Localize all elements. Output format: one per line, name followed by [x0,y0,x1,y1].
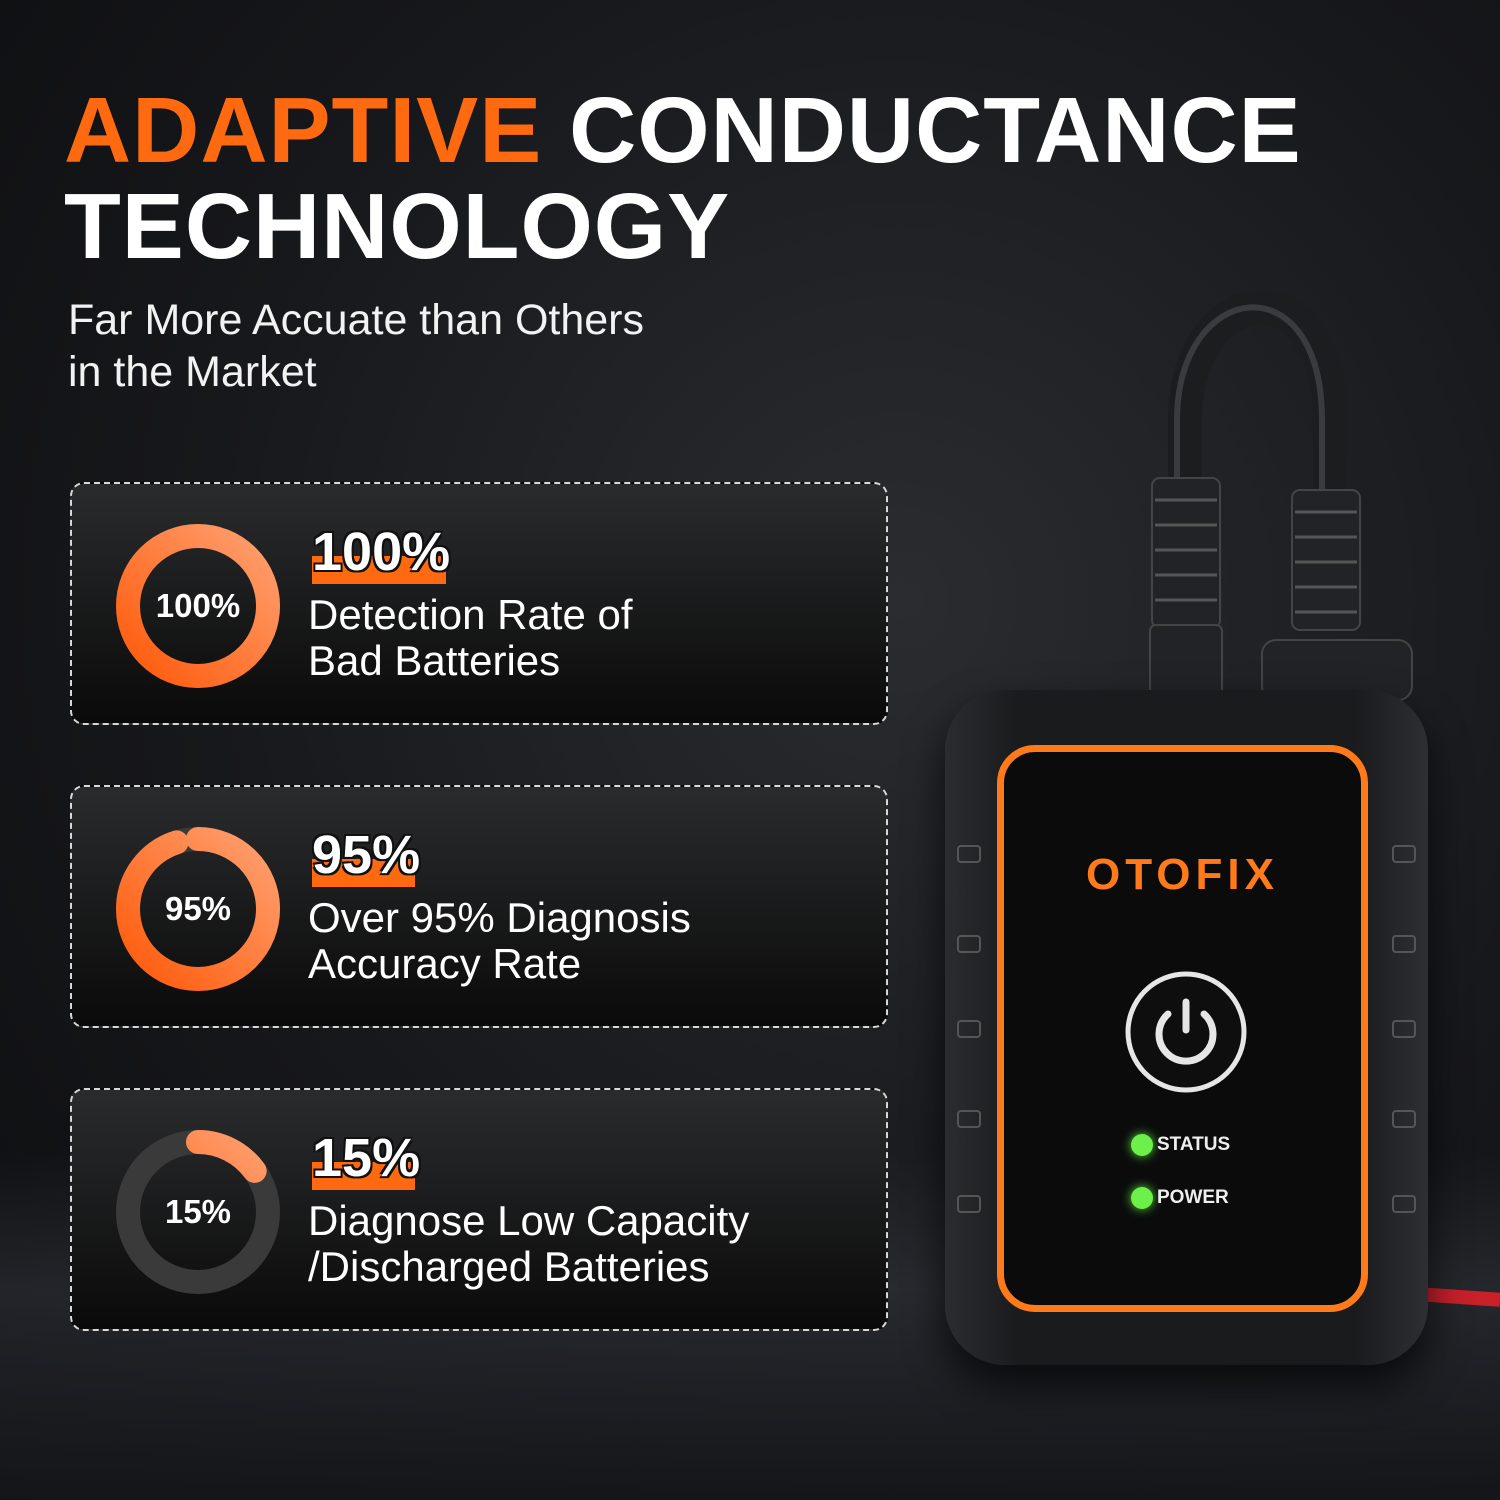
stat-card: 100% 100% Detection Rate of Bad Batterie… [70,482,888,725]
stat-description-line2: Accuracy Rate [308,940,582,987]
stat-description-line2: /Discharged Batteries [308,1243,710,1290]
ring-label: 100% [155,587,241,624]
stat-value: 15% [312,1128,421,1188]
stat-card: 15% 15% Diagnose Low Capacity /Discharge… [70,1088,888,1331]
status-led-icon [1131,1134,1153,1156]
progress-ring [116,827,280,991]
cable-illustration [1149,290,1413,701]
progress-ring [116,1130,280,1294]
ring-fill [116,1130,280,1294]
stat-description: Detection Rate of Bad Batteries [308,592,633,684]
stat-description-line1: Diagnose Low Capacity [308,1197,750,1244]
subtitle: Far More Accuate than Others in the Mark… [68,294,644,398]
stat-value: 95% [312,825,421,885]
power-icon[interactable] [1124,970,1248,1094]
stat-description-line1: Detection Rate of [308,591,633,638]
stat-card: 95% 95% Over 95% Diagnosis Accuracy Rate [70,785,888,1028]
subtitle-line1: Far More Accuate than Others [68,296,644,344]
value-highlight-bar [312,859,415,887]
stat-value: 100% [312,522,451,582]
headline-line2: TECHNOLOGY [64,174,731,278]
headline-line1-rest: CONDUCTANCE [569,78,1302,182]
value-highlight-bar [312,1162,415,1190]
power-label: POWER [1157,1187,1229,1208]
stat-description: Over 95% Diagnosis Accuracy Rate [308,895,691,987]
headline: ADAPTIVE CONDUCTANCE TECHNOLOGY [64,82,1302,274]
ring-fill [116,827,280,991]
brand-logo: OTOFIX [1086,850,1279,899]
stat-description: Diagnose Low Capacity /Discharged Batter… [308,1198,749,1290]
subtitle-line2: in the Market [68,348,317,396]
ring-label: 95% [164,890,232,927]
headline-accent: ADAPTIVE [64,78,543,182]
ring-fill [116,524,280,688]
device-panel: OTOFIX STATUS POWER [997,745,1368,1312]
status-label: STATUS [1157,1134,1231,1155]
battery-tester-device: OTOFIX STATUS POWER [945,690,1428,1365]
ring-label: 15% [164,1193,232,1230]
progress-ring [116,524,280,688]
value-highlight-bar [312,556,446,584]
power-led-icon [1131,1187,1153,1209]
stat-description-line1: Over 95% Diagnosis [308,894,691,941]
stat-description-line2: Bad Batteries [308,637,561,684]
